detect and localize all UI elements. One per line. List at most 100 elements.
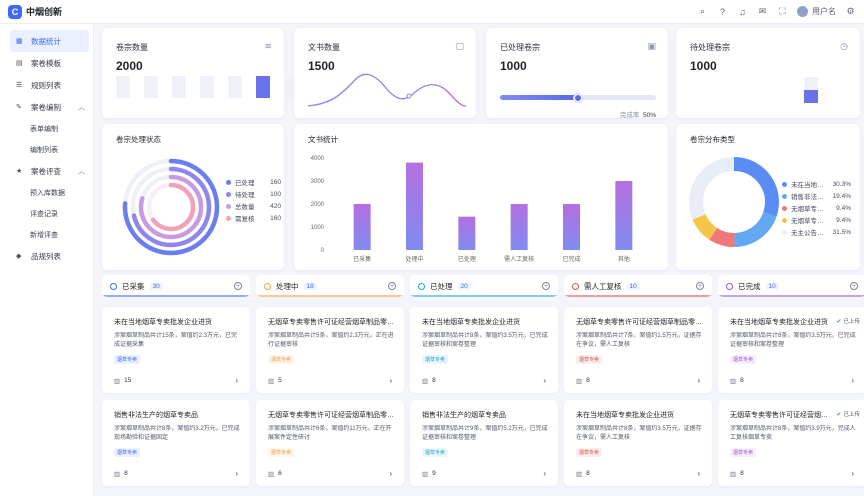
stat-title: 卷宗数量 <box>116 43 148 52</box>
bell-icon[interactable]: ♫ <box>739 6 746 17</box>
help-icon[interactable]: ? <box>719 6 725 17</box>
add-card-icon[interactable]: + <box>850 282 858 290</box>
stat-value: 1500 <box>308 59 335 73</box>
distribution-legend-item[interactable]: 销售非法生产的烟草专卖品 19.4% <box>782 190 851 202</box>
upload-status-badge: ✔ 已上传 <box>836 410 860 419</box>
upload-status-text: 已上传 <box>843 412 860 418</box>
distribution-legend: 未在当地烟草专卖批发企业进货 30.3% 销售非法生产的烟草专卖品 19.4% 无烟草专… <box>782 178 851 238</box>
user-menu[interactable]: 用户名 <box>797 6 836 17</box>
case-card[interactable]: 无烟草专卖零售许可证经营烟草制品零售业务 涉案烟草制品共计5条，案值约2.3万元，… <box>256 307 404 393</box>
legend-dot <box>782 229 787 235</box>
case-card[interactable]: 未在当地烟草专卖批发企业进货 涉案烟草制品共计8条，案值约3.5万元，证据存在争议… <box>564 400 712 486</box>
chevron-right-icon[interactable]: › <box>851 469 854 478</box>
fullscreen-icon[interactable]: ⛶ <box>779 6 786 16</box>
sidebar-item-label: 案卷编制 <box>31 102 61 112</box>
search-icon[interactable]: ⌕ <box>699 6 706 16</box>
stat-title: 已处理卷宗 <box>500 43 540 52</box>
case-card[interactable]: 未在当地烟草专卖批发企业进货 涉案烟草制品共计15条，案值约2.3万元，已完成证据… <box>102 307 250 393</box>
legend-value: 9.4% <box>836 204 851 212</box>
column-title: 已采集 <box>122 281 145 291</box>
chevron-right-icon[interactable]: › <box>851 376 854 385</box>
document-count: 8 <box>586 470 590 477</box>
mail-icon[interactable]: ✉ <box>758 6 767 16</box>
case-card[interactable]: 无烟草专卖零售许可证经营烟草制品零售业务 涉案烟草制品共计7条，案值约1.5万元，… <box>564 307 712 393</box>
distribution-legend-item[interactable]: 无烟草专卖品准运证运输烟草专卖品 9.4% <box>782 214 851 226</box>
add-card-icon[interactable]: + <box>696 282 704 290</box>
sidebar-subitem-review-records[interactable]: 评查记录 <box>30 210 58 218</box>
mini-bar <box>172 76 186 98</box>
sidebar-subitem-compile-list[interactable]: 编制列表 <box>30 146 58 154</box>
y-tick-label: 2000 <box>311 202 325 208</box>
sidebar-item-rules[interactable]: ☰ 规则列表 <box>0 74 93 96</box>
sidebar-subitem-form-compile[interactable]: 表单编制 <box>30 125 58 133</box>
case-card[interactable]: 未在当地烟草专卖批发企业进货 涉案烟草制品共计8条，案值约3.5万元，已完成证据审… <box>410 307 558 393</box>
chevron-right-icon[interactable]: › <box>389 376 392 385</box>
progress-knob[interactable] <box>574 93 582 102</box>
sidebar: ▦ 数据统计 ▤ 案卷模板 ☰ 规则列表 ✎ 案卷编制 ︿ 表单编制 编制列表 … <box>0 24 94 496</box>
status-legend-item[interactable]: 已处理 160 <box>226 176 281 188</box>
legend-name: 未在当地烟草专卖批发企业进货 <box>791 182 827 189</box>
case-card[interactable]: 无烟草专卖零售许可证经营烟草制品零售业务涉案烟草制品共计8条，案值约3.9万元，… <box>718 400 864 486</box>
sidebar-item-data-stats[interactable]: ▦ 数据统计 <box>10 30 89 52</box>
document-count-icon: ▥ <box>730 377 737 385</box>
chevron-right-icon[interactable]: › <box>697 469 700 478</box>
legend-dot <box>782 193 787 199</box>
case-card-tag: 烟草专卖 <box>114 355 141 364</box>
case-card-title: 无烟草专卖零售许可证经营烟草制品零售业务 <box>576 319 702 326</box>
stack-icon: ≋ <box>264 41 272 51</box>
add-card-icon[interactable]: + <box>542 282 550 290</box>
document-count-icon: ▥ <box>422 470 429 478</box>
bar[interactable] <box>510 204 528 250</box>
sidebar-subitem-pre-storage[interactable]: 预入库数据 <box>30 189 65 197</box>
app-logo[interactable]: C 中烟创新 <box>8 4 62 19</box>
kanban-column: 已完成 10 + <box>718 275 864 297</box>
chevron-right-icon[interactable]: › <box>235 376 238 385</box>
case-card-footer: ▥ 8 › <box>114 469 238 478</box>
status-legend-item[interactable]: 待处理 100 <box>226 188 281 200</box>
chevron-right-icon[interactable]: › <box>543 469 546 478</box>
bar[interactable] <box>353 204 371 250</box>
x-tick-label: 已完成 <box>562 255 580 263</box>
legend-dot <box>782 205 787 211</box>
list-icon: ☰ <box>16 82 23 89</box>
sidebar-item-templates[interactable]: ▤ 案卷模板 <box>0 52 93 74</box>
case-card-tag: 烟草专卖 <box>422 355 449 364</box>
case-card-footer: ▥ 6 › <box>268 469 392 478</box>
column-underline <box>564 295 712 297</box>
chevron-right-icon[interactable]: › <box>235 469 238 478</box>
distribution-legend-item[interactable]: 无烟草专卖零售许可证经营烟草制品零售业务 9.4% <box>782 202 851 214</box>
bar[interactable] <box>458 216 476 250</box>
status-legend-item[interactable]: 需复核 160 <box>226 212 281 224</box>
edit-icon: ✎ <box>16 104 22 111</box>
donut-slice[interactable] <box>689 157 779 247</box>
distribution-legend-item[interactable]: 未在当地烟草专卖批发企业进货 30.3% <box>782 178 851 190</box>
bar[interactable] <box>615 181 633 250</box>
kanban-column-header: 已处理 20 + <box>410 275 558 297</box>
case-card[interactable]: 无烟草专卖零售许可证经营烟草制品零售业务 涉案烟草制品共计6条，案值约11万元，正… <box>256 400 404 486</box>
sidebar-item-brands[interactable]: ◆ 品规列表 <box>0 245 93 267</box>
case-card[interactable]: 销售非法生产的烟草专卖品 涉案烟草制品共计8条，案值约3.2万元，已完成现场勘验和… <box>102 400 250 486</box>
distribution-legend-item[interactable]: 无主公告案件 31.5% <box>782 226 851 238</box>
case-card[interactable]: 未在当地烟草专卖批发企业进货 涉案烟草制品共计8条，案值约3.5万元，已完成证据审… <box>718 307 864 393</box>
donut-slice[interactable] <box>689 157 779 247</box>
chevron-right-icon[interactable]: › <box>697 376 700 385</box>
sidebar-item-compile[interactable]: ✎ 案卷编制 ︿ <box>0 96 93 118</box>
case-card-tag: 烟草专卖 <box>268 355 295 364</box>
review-icon: ★ <box>16 168 23 175</box>
case-card[interactable]: 销售非法生产的烟草专卖品 涉案烟草制品共计9条，案值约5.2万元，已完成证据审核和… <box>410 400 558 486</box>
bar[interactable] <box>563 204 580 250</box>
add-card-icon[interactable]: + <box>234 282 242 290</box>
status-circle-icon <box>110 282 117 290</box>
sidebar-subitem-new-review[interactable]: 新增评查 <box>30 231 58 239</box>
settings-icon[interactable]: ⚙ <box>846 6 855 16</box>
column-title: 已处理 <box>430 281 453 291</box>
add-card-icon[interactable]: + <box>388 282 396 290</box>
sidebar-item-review[interactable]: ★ 案卷评查 ︿ <box>0 160 93 182</box>
chevron-right-icon[interactable]: › <box>389 469 392 478</box>
case-card-footer: ▥ 5 › <box>268 376 392 385</box>
chevron-right-icon[interactable]: › <box>543 376 546 385</box>
ring-processed <box>122 158 220 256</box>
status-legend-item[interactable]: 总数量 420 <box>226 200 281 212</box>
bar[interactable] <box>406 162 423 250</box>
avatar <box>797 6 808 17</box>
